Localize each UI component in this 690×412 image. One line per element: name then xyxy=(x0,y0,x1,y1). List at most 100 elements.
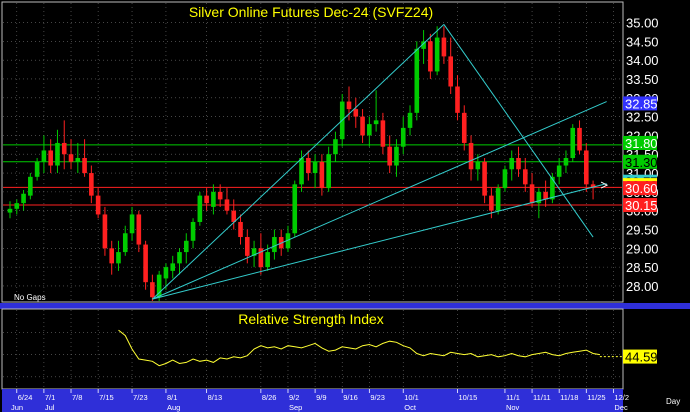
candle-body xyxy=(170,263,176,271)
day-tick-label: 10/15 xyxy=(458,393,477,402)
candle xyxy=(434,26,440,76)
price-tag-label: 30.60 xyxy=(625,181,658,196)
price-tag-label: 31.80 xyxy=(625,136,658,151)
day-tick-label: 7/8 xyxy=(72,393,82,402)
candle-body xyxy=(285,233,291,249)
candle xyxy=(468,135,474,181)
price-tag: 32.85 xyxy=(623,96,658,111)
price-tick-label: 32.50 xyxy=(626,110,659,125)
price-tick-label: 34.50 xyxy=(626,34,659,49)
candle xyxy=(224,188,230,215)
candle xyxy=(299,150,304,192)
trendline xyxy=(443,24,594,238)
candle-body xyxy=(346,101,352,110)
candle-body xyxy=(516,158,521,170)
candle-body xyxy=(251,248,257,256)
month-tick-label: Aug xyxy=(167,403,180,412)
price-chart-title: Silver Online Futures Dec-24 (SVFZ24) xyxy=(189,4,433,20)
rsi-panel: Relative Strength Index 44.59 xyxy=(1,308,658,390)
candle-body xyxy=(82,158,87,174)
candle xyxy=(529,173,535,207)
candle xyxy=(319,154,325,196)
candle-body xyxy=(428,41,433,72)
candle-body xyxy=(150,282,155,298)
candle-body xyxy=(441,37,447,57)
candle-body xyxy=(14,203,20,209)
candle-body xyxy=(224,199,230,211)
candle-body xyxy=(34,161,40,177)
day-tick-label: 8/1 xyxy=(167,393,177,402)
candle xyxy=(143,240,148,290)
candle xyxy=(109,240,114,275)
day-tick-label: 7/1 xyxy=(45,393,55,402)
candle xyxy=(353,97,359,128)
candle xyxy=(129,206,135,241)
candle xyxy=(197,191,203,226)
candle-body xyxy=(353,109,359,117)
candle-body xyxy=(475,161,481,170)
candle xyxy=(495,184,501,215)
day-tick-label: 11/1 xyxy=(506,393,520,402)
candle-body xyxy=(448,56,453,87)
candle xyxy=(360,109,365,143)
candle xyxy=(136,210,142,253)
candle-body xyxy=(367,124,372,136)
month-tick-label: Sep xyxy=(289,403,302,412)
day-tick-label: 9/9 xyxy=(316,393,326,402)
candle xyxy=(258,233,264,275)
candle-body xyxy=(143,244,148,283)
day-tick-label: 12/2 xyxy=(614,393,629,402)
candle xyxy=(102,206,108,256)
candle-body xyxy=(204,195,209,204)
candle-body xyxy=(394,146,399,166)
rsi-tag-box xyxy=(623,349,657,364)
candle xyxy=(536,188,542,219)
price-tag: 30.15 xyxy=(623,198,658,213)
rsi-plot-frame xyxy=(1,308,624,390)
candle-body xyxy=(543,191,548,200)
candle xyxy=(68,139,74,170)
candle xyxy=(292,180,298,238)
candle-body xyxy=(102,214,108,249)
price-tick-label: 34.00 xyxy=(626,53,659,68)
candle-body xyxy=(380,120,386,147)
candle xyxy=(400,116,406,155)
price-tag-label: 32.85 xyxy=(625,96,658,111)
price-plot-frame xyxy=(1,1,624,303)
candle xyxy=(333,131,338,162)
candle-body xyxy=(489,195,494,211)
candle-body xyxy=(312,161,318,174)
candle-body xyxy=(48,150,53,166)
candle-body xyxy=(21,193,26,204)
candle xyxy=(414,41,420,121)
candle-body xyxy=(136,214,142,245)
candle xyxy=(163,263,169,290)
price-tag-label: 31.30 xyxy=(625,155,658,170)
candle xyxy=(28,173,33,200)
candle-body xyxy=(197,195,203,222)
day-tick-label: 10/1 xyxy=(404,393,419,402)
candle-body xyxy=(55,142,60,166)
candle-body xyxy=(95,195,101,215)
candle-body xyxy=(434,37,440,72)
price-tick-label: 28.00 xyxy=(626,279,659,294)
day-tick-label: 7/23 xyxy=(133,393,148,402)
candle xyxy=(380,112,386,155)
candle xyxy=(7,201,13,219)
trendline xyxy=(152,24,445,300)
rsi-tag-label: 44.59 xyxy=(625,350,658,365)
candle xyxy=(75,142,81,174)
candle xyxy=(95,188,101,219)
rsi-line xyxy=(118,329,600,367)
candle xyxy=(183,233,189,264)
candle-body xyxy=(400,127,406,147)
candle-body xyxy=(272,237,277,253)
candle-body xyxy=(333,139,338,155)
candle xyxy=(522,158,528,192)
candle-body xyxy=(407,112,413,128)
candle-body xyxy=(387,146,392,166)
candle-body xyxy=(319,161,325,189)
candle-body xyxy=(109,248,114,264)
candle xyxy=(584,142,589,192)
